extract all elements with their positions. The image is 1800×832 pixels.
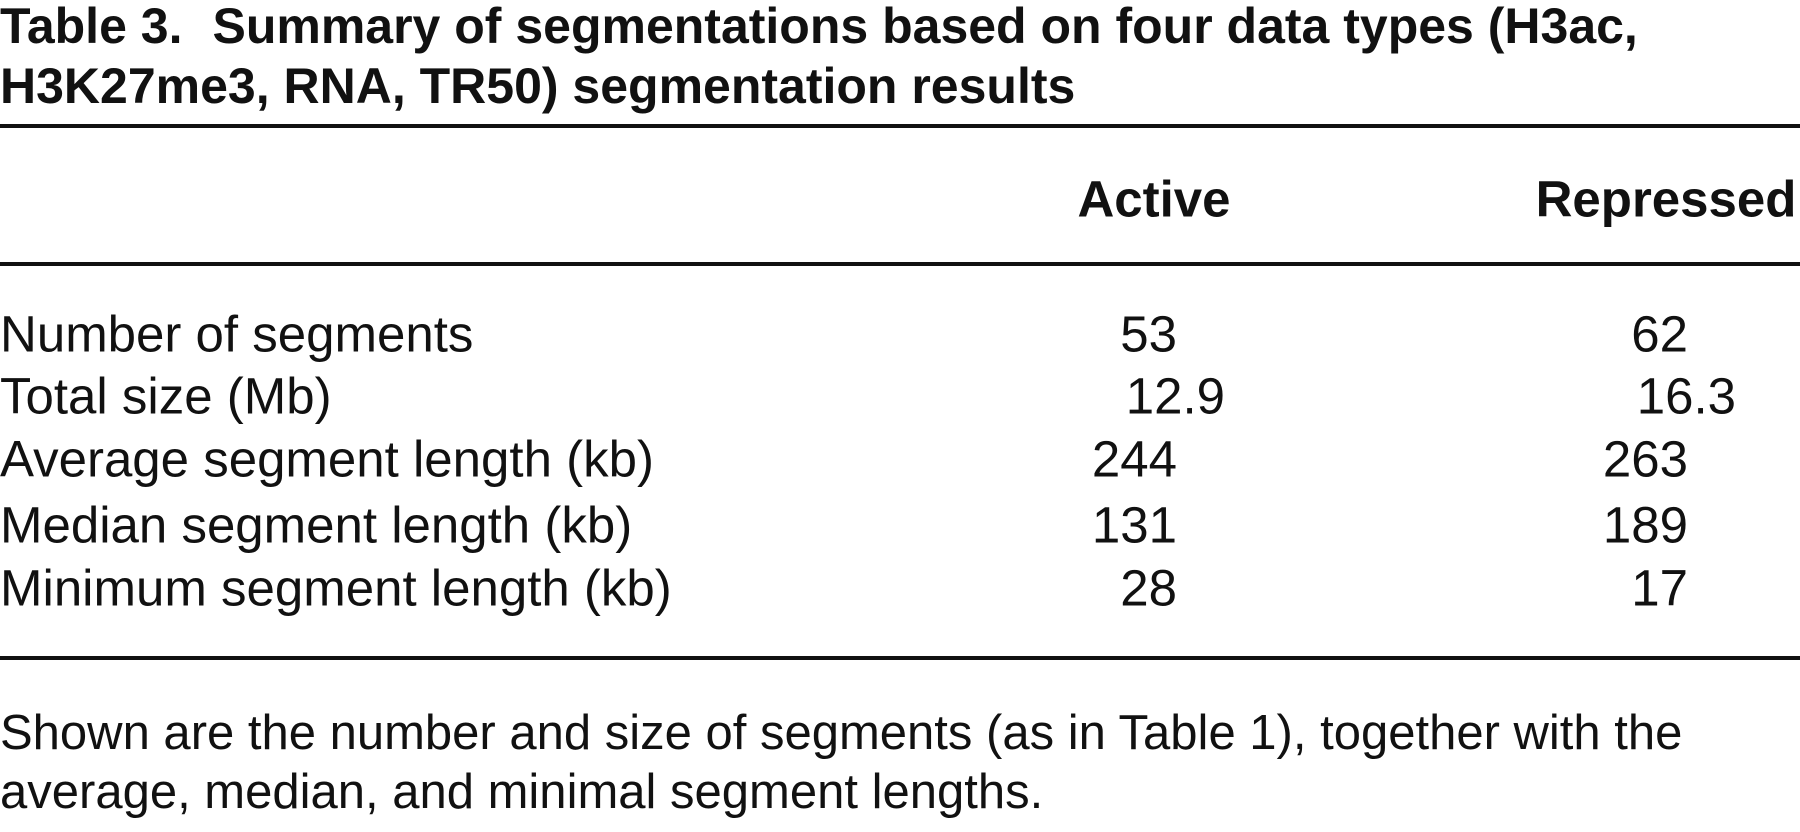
rule bbox=[0, 124, 1800, 128]
cell-value: 263 bbox=[1602, 430, 1688, 488]
rule bbox=[0, 656, 1800, 660]
cell-value: 189 bbox=[1602, 496, 1688, 554]
footnote: Shown are the number and size of segment… bbox=[0, 706, 1683, 819]
cell-value: 131 bbox=[1091, 496, 1177, 554]
rule bbox=[0, 262, 1800, 266]
cell-value: 28 bbox=[1120, 559, 1177, 617]
cell-value: 16.3 bbox=[1636, 367, 1736, 425]
table-title: Table 3. Summary of segmentations based o… bbox=[0, 0, 1700, 116]
cell-value: 17 bbox=[1631, 559, 1688, 617]
row-label: Minimum segment length (kb) bbox=[0, 559, 672, 617]
table-label: Table 3. bbox=[0, 0, 183, 54]
cell-value: 53 bbox=[1120, 305, 1177, 363]
row-label: Median segment length (kb) bbox=[0, 496, 633, 554]
title-text: Summary of segmentations based on four d… bbox=[0, 0, 1638, 114]
row-label: Average segment length (kb) bbox=[0, 430, 654, 488]
column-header: Repressed bbox=[1535, 170, 1797, 228]
cell-value: 62 bbox=[1631, 305, 1688, 363]
row-label: Number of segments bbox=[0, 305, 474, 363]
cell-value: 12.9 bbox=[1125, 367, 1225, 425]
row-label: Total size (Mb) bbox=[0, 367, 332, 425]
column-header: Active bbox=[1077, 170, 1231, 228]
cell-value: 244 bbox=[1091, 430, 1177, 488]
